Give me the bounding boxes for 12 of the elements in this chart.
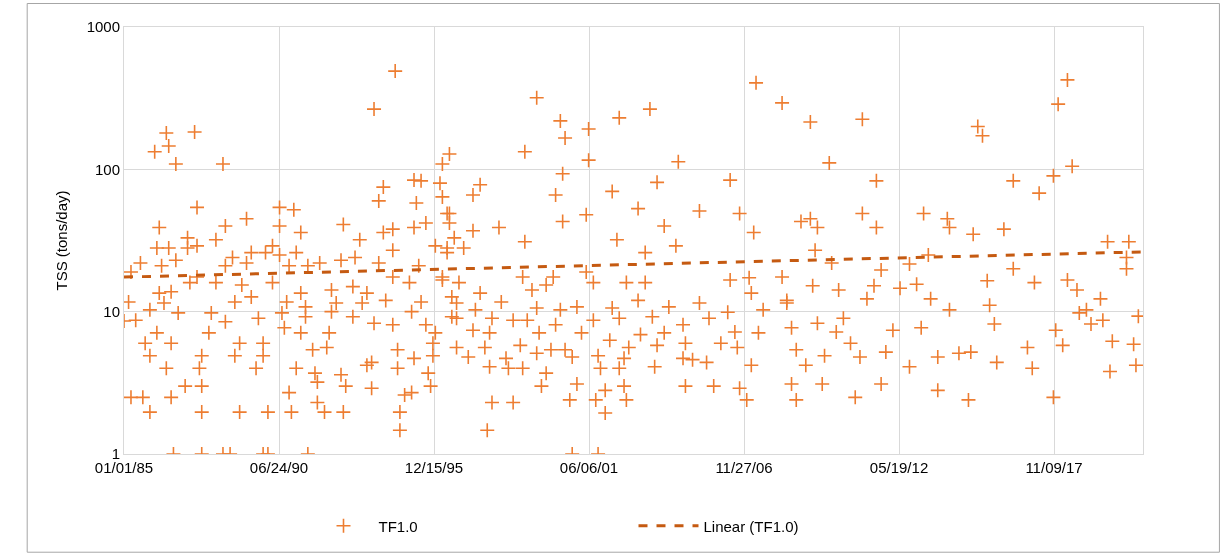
x-tick-label: 06/24/90 — [249, 459, 309, 476]
x-tick-label: 11/09/17 — [1025, 459, 1083, 476]
legend-label: TF1.0 — [378, 517, 418, 535]
y-tick-label: 100 — [94, 160, 120, 178]
y-tick-label: 1000 — [86, 18, 120, 36]
x-tick-label: 12/15/95 — [404, 459, 464, 476]
y-tick-label: 10 — [103, 302, 120, 320]
x-tick-label: 06/06/01 — [559, 459, 619, 476]
legend-label: Linear (TF1.0) — [703, 517, 799, 535]
y-axis-title: TSS (tons/day) — [52, 190, 70, 291]
x-tick-label: 05/19/12 — [869, 459, 929, 476]
x-tick-label: 11/27/06 — [715, 459, 773, 476]
